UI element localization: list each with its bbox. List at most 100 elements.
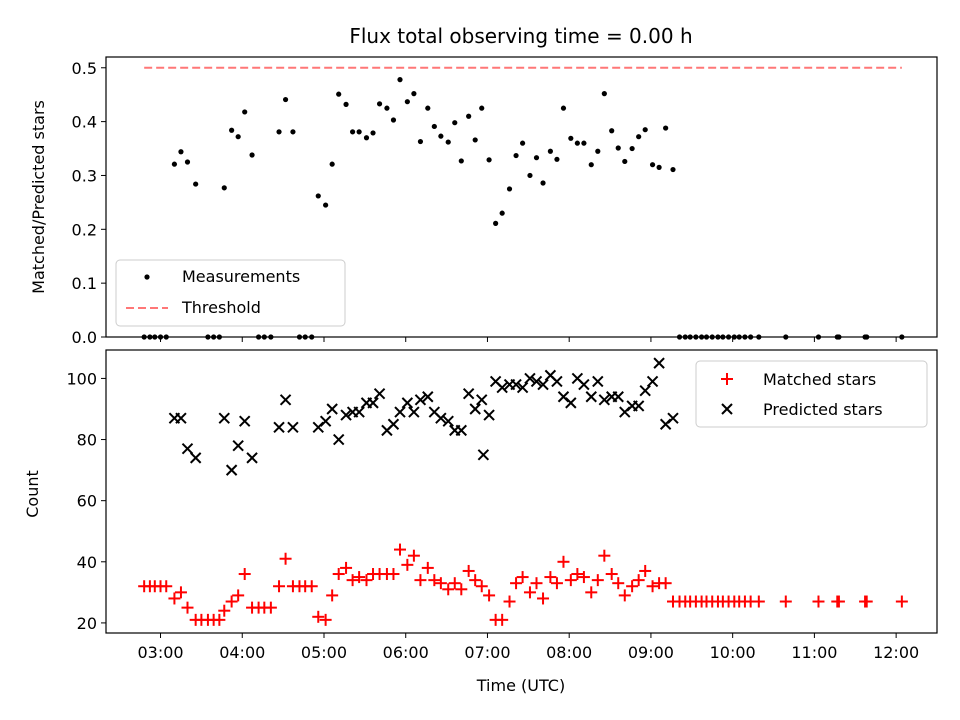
measurement-point <box>390 117 397 123</box>
matched-star-point <box>225 595 238 608</box>
measurement-point <box>363 135 370 141</box>
matched-star-point <box>516 571 529 584</box>
predicted-star-point <box>632 400 645 412</box>
x-tick-label: 07:00 <box>464 643 510 662</box>
measurement-point <box>336 91 342 97</box>
measurement-point <box>472 137 478 143</box>
measurement-point <box>411 91 417 97</box>
matched-star-point <box>340 561 353 574</box>
top-y-tick-label: 0.0 <box>72 328 97 347</box>
measurement-point <box>636 134 642 140</box>
predicted-star-point <box>238 415 251 427</box>
predicted-star-point <box>326 403 338 415</box>
bottom-axes-frame <box>105 349 938 634</box>
measurement-point <box>425 105 431 111</box>
measurement-point <box>229 127 235 133</box>
matched-star-point <box>414 574 427 587</box>
measurement-point <box>458 158 464 164</box>
measurement-point <box>397 77 403 83</box>
matched-star-point <box>305 580 318 593</box>
top-y-tick-label: 0.2 <box>72 220 97 239</box>
top-y-tick-label: 0.4 <box>72 113 97 132</box>
measurement-point <box>506 186 513 192</box>
matched-star-point <box>421 561 434 574</box>
measurement-point <box>622 158 628 165</box>
bottom-y-ticks: 20 40 60 80 100 <box>66 369 106 633</box>
predicted-star-point <box>483 409 495 421</box>
measurement-point <box>356 129 362 135</box>
predicted-star-point <box>578 378 590 391</box>
matched-star-point <box>442 583 455 596</box>
predicted-star-point <box>476 394 488 406</box>
matched-star-point <box>832 595 845 608</box>
predicted-star-point <box>455 424 468 437</box>
top-axes-frame <box>105 56 938 338</box>
predicted-star-point <box>287 421 299 434</box>
predicted-star-point <box>516 381 529 394</box>
measurement-point <box>249 152 255 158</box>
measurement-point <box>609 128 615 134</box>
predicted-star-point <box>537 378 549 391</box>
measurement-point <box>315 193 321 199</box>
predicted-star-point <box>373 387 386 400</box>
bottom-y-axis-label: Count <box>23 470 42 518</box>
matched-star-point <box>812 595 825 608</box>
measurement-point <box>533 155 540 161</box>
matched-star-point <box>483 589 496 602</box>
measurement-point <box>221 185 227 191</box>
matched-star-point <box>218 604 231 617</box>
predicted-star-point <box>524 372 536 385</box>
measurement-point <box>568 135 574 141</box>
x-tick-label: 04:00 <box>219 643 265 662</box>
matched-star-point <box>394 543 407 556</box>
matched-star-point <box>605 568 618 581</box>
x-tick-label: 09:00 <box>628 643 674 662</box>
measurement-point <box>588 162 594 168</box>
matched-star-point <box>510 577 523 590</box>
legend-marker-matched <box>721 373 733 385</box>
measurement-point <box>574 140 580 146</box>
measurement-point <box>193 181 199 187</box>
measurement-point <box>499 210 505 216</box>
top-legend-box <box>115 259 346 327</box>
matched-star-point <box>537 592 550 605</box>
predicted-star-point <box>646 375 659 388</box>
bottom-y-tick-label: 40 <box>77 553 97 572</box>
matched-star-point <box>407 549 420 562</box>
matched-star-point <box>564 574 577 587</box>
matched-star-point <box>860 595 873 608</box>
legend-marker-measurements <box>144 274 150 280</box>
measurement-point <box>581 140 587 146</box>
measurement-point <box>404 99 410 105</box>
top-plot-marks <box>141 66 905 340</box>
matched-star-point <box>571 568 584 581</box>
bottom-x-ticks: 03:00 04:00 05:00 06:00 07:00 08:00 09:00 10:00… <box>137 633 919 662</box>
measurement-point <box>513 152 519 159</box>
matched-star-point <box>462 564 475 577</box>
predicted-star-point <box>667 412 679 424</box>
top-x-ticks <box>160 337 897 342</box>
predicted-star-point <box>565 397 577 409</box>
legend-marker-predicted <box>721 403 733 415</box>
matched-star-point <box>428 574 441 587</box>
x-tick-label: 11:00 <box>791 643 837 662</box>
measurement-point <box>242 109 248 115</box>
predicted-star-point <box>414 394 427 406</box>
matched-star-point <box>319 613 332 626</box>
bottom-plot-marks <box>138 357 908 626</box>
predicted-star-point <box>401 397 414 409</box>
matched-star-point <box>279 552 292 565</box>
legend-label-threshold: Threshold <box>181 298 261 317</box>
top-y-tick-label: 0.3 <box>72 166 97 185</box>
matched-star-point <box>544 571 557 584</box>
matched-star-point <box>174 586 187 599</box>
predicted-star-point <box>462 387 475 400</box>
matched-star-point <box>232 589 245 602</box>
matched-star-point <box>585 586 598 599</box>
predicted-star-point <box>422 391 434 403</box>
matched-star-point <box>523 586 536 599</box>
top-legend: Measurements Threshold <box>115 259 346 327</box>
measurement-point <box>349 129 356 135</box>
predicted-star-point <box>408 406 420 418</box>
